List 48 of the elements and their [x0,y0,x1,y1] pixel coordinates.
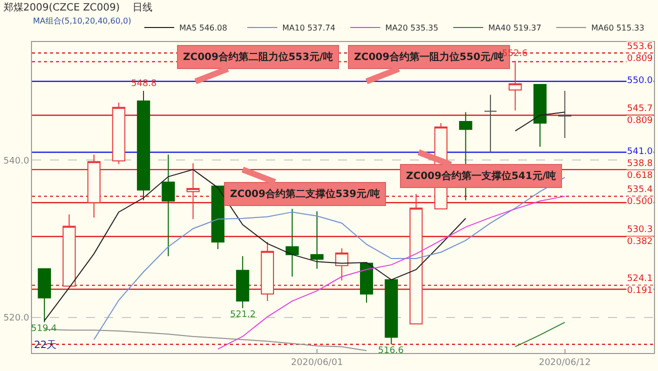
candlestick [410,193,423,324]
ref-line-label: 545.7 0.809 [627,104,654,126]
annotation: ZC009合约第一阻力位550元/吨 [354,51,504,63]
candlestick [558,90,572,139]
candlestick [186,162,200,220]
annotation: ZC009合约第二阻力位553元/吨 [183,51,333,63]
legend-title: MA组合(5,10,20,40,60,0) [33,16,132,26]
annotation: 516.6 [378,346,404,356]
candlestick [335,248,348,282]
annotation: ZC009合约第二支撑位539元/吨 [230,188,380,200]
legend-label: MA10 537.74 [282,24,336,33]
y-tick-label: 520.0 [3,314,30,324]
annotation: 22天 [34,340,57,351]
candlestick [286,208,299,278]
candlestick [162,154,175,257]
ref-line-label: 550.0 [627,76,654,86]
candlestick [38,268,51,323]
candlestick [360,262,374,304]
candlestick [384,279,398,345]
x-tick-label: 2020/06/12 [538,358,591,368]
candlestick [260,241,274,302]
legend-label: MA40 519.37 [488,24,542,33]
candlestick [136,90,150,201]
ref-line-label: 538.8 0.618 [627,159,654,181]
candlestick [236,256,250,309]
ref-line-label: 530.3 0.382 [627,225,653,247]
candlestick [533,84,547,148]
annotation: ZC009合约第一支撑位541元/吨 [406,170,556,182]
legend-label: MA60 515.33 [591,24,644,33]
ref-line-label: 524.1 0.191 [627,274,653,296]
annotation: 519.4 [31,324,58,334]
candlestick [211,186,224,250]
candlestick [508,60,522,111]
ref-line-label: 553.6 0.809 [627,42,654,64]
ref-line-label: 541.0 [627,147,654,157]
legend-label: MA5 546.08 [179,24,228,33]
candlestick [112,102,126,165]
candlestick [484,94,498,153]
x-tick-label: 2020/06/01 [291,358,343,368]
candlestick [62,214,76,287]
legend-label: MA20 535.35 [385,24,438,33]
y-tick-label: 540.0 [3,156,30,166]
chart-title: 郑煤2009(CZCE ZC009) 日线 [3,2,152,14]
annotation: 548.8 [131,79,158,89]
annotation: 521.2 [230,310,256,320]
ref-line-label: 535.4 0.500 [627,185,654,207]
candlestick [310,210,324,270]
candlestick [87,154,101,218]
